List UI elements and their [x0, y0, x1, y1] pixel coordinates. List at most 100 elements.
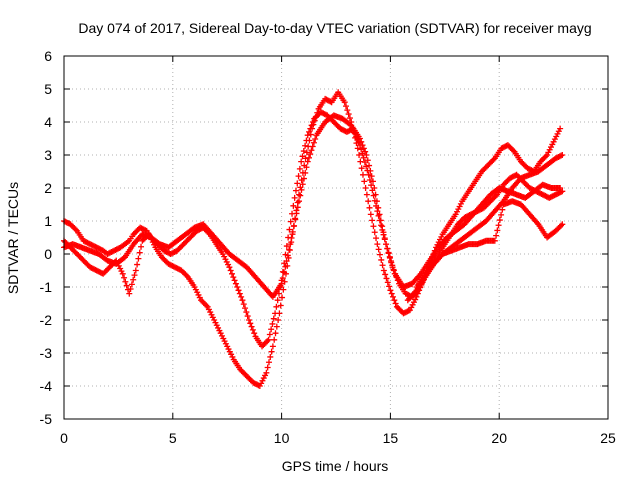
data-point-interp	[314, 109, 321, 116]
data-point	[304, 132, 311, 139]
data-point-interp	[490, 156, 497, 163]
y-tick-label: -5	[40, 411, 53, 427]
data-point-interp	[122, 278, 129, 285]
data-point-interp	[300, 148, 307, 155]
data-point	[363, 152, 370, 158]
data-point-interp	[353, 133, 360, 140]
data-point-interp	[309, 143, 316, 150]
x-tick-label: 25	[600, 430, 616, 446]
data-point-interp	[495, 222, 502, 229]
data-point	[356, 142, 363, 149]
data-point-interp	[265, 359, 272, 366]
data-point	[132, 267, 139, 274]
data-point-interp	[384, 279, 391, 286]
data-point	[126, 290, 133, 297]
data-point-interp	[299, 153, 306, 160]
data-point-interp	[390, 293, 397, 300]
data-point-interp	[302, 169, 309, 176]
data-point-interp	[284, 252, 291, 259]
plot-points	[61, 89, 566, 389]
data-point-interp	[362, 185, 369, 191]
data-point	[348, 122, 355, 129]
data-point-interp	[274, 297, 281, 304]
data-point-interp	[231, 277, 238, 284]
data-point-interp	[370, 192, 377, 199]
data-point-interp	[382, 271, 389, 278]
data-point-interp	[360, 154, 367, 161]
y-tick-label: -3	[40, 345, 53, 361]
data-point-interp	[234, 284, 241, 290]
data-point-interp	[312, 135, 319, 142]
data-point-interp	[384, 245, 391, 252]
y-tick-label: -2	[40, 312, 53, 328]
data-point-interp	[498, 211, 505, 218]
data-point	[559, 188, 566, 195]
data-point-interp	[230, 274, 237, 281]
data-point-interp	[303, 164, 310, 171]
data-point-interp	[356, 152, 363, 158]
data-point-interp	[235, 287, 242, 294]
data-point-interp	[359, 171, 366, 178]
data-point-interp	[272, 330, 279, 337]
data-point-interp	[293, 210, 300, 217]
series-track-3	[61, 112, 564, 300]
data-point-interp	[312, 113, 319, 120]
data-point-interp	[289, 228, 296, 235]
data-point-interp	[557, 152, 564, 159]
data-point-interp	[130, 276, 137, 283]
data-point-interp	[371, 229, 378, 236]
data-point-interp	[281, 269, 288, 276]
data-point	[298, 158, 305, 165]
data-point-interp	[494, 227, 501, 234]
data-point-interp	[244, 313, 251, 320]
data-point-interp	[386, 253, 393, 260]
data-point-interp	[369, 217, 376, 224]
data-point-interp	[346, 115, 353, 122]
data-point	[278, 280, 285, 287]
chart-title: Day 074 of 2017, Sidereal Day-to-day VTE…	[78, 20, 591, 36]
data-point-interp	[282, 263, 289, 270]
data-point-interp	[277, 302, 284, 309]
data-point-interp	[363, 191, 370, 198]
x-axis-title: GPS time / hours	[282, 458, 389, 474]
y-tick-label: 1	[44, 213, 52, 229]
y-tick-label: 2	[44, 180, 52, 196]
data-point-interp	[242, 305, 249, 312]
data-point-interp	[135, 255, 142, 262]
data-point-interp	[287, 218, 294, 225]
data-point	[245, 317, 252, 323]
y-axis-title: SDTVAR / TECUs	[5, 182, 21, 294]
data-point-interp	[294, 204, 301, 211]
data-point-interp	[492, 192, 499, 199]
data-point-interp	[138, 243, 145, 250]
y-axis: -5 -4 -3 -2 -1 0 1 2 3 4 5 6	[40, 48, 608, 427]
y-tick-label: -1	[40, 279, 53, 295]
x-tick-label: 15	[383, 430, 399, 446]
data-point-interp	[350, 127, 357, 134]
data-point-interp	[379, 262, 386, 269]
data-point-interp	[493, 232, 500, 239]
data-point-interp	[236, 290, 243, 297]
data-point-interp	[273, 323, 280, 330]
y-tick-label: 4	[44, 114, 52, 130]
data-point-interp	[281, 278, 288, 285]
data-point	[387, 287, 394, 294]
data-point	[557, 185, 564, 191]
data-point	[559, 152, 566, 158]
data-point-interp	[392, 300, 399, 307]
data-point	[119, 270, 126, 277]
data-point-interp	[302, 142, 309, 149]
data-point-interp	[283, 258, 290, 265]
data-point	[263, 369, 270, 376]
data-point-interp	[385, 249, 392, 256]
data-point	[559, 221, 566, 228]
data-point-interp	[358, 165, 365, 172]
data-point-interp	[355, 139, 362, 146]
data-point-interp	[365, 198, 372, 205]
data-point-interp	[557, 222, 564, 229]
data-point-interp	[127, 285, 134, 292]
data-point-interp	[375, 212, 382, 219]
data-point-interp	[369, 187, 376, 194]
data-point-interp	[248, 323, 255, 330]
plot-frame	[63, 55, 609, 420]
